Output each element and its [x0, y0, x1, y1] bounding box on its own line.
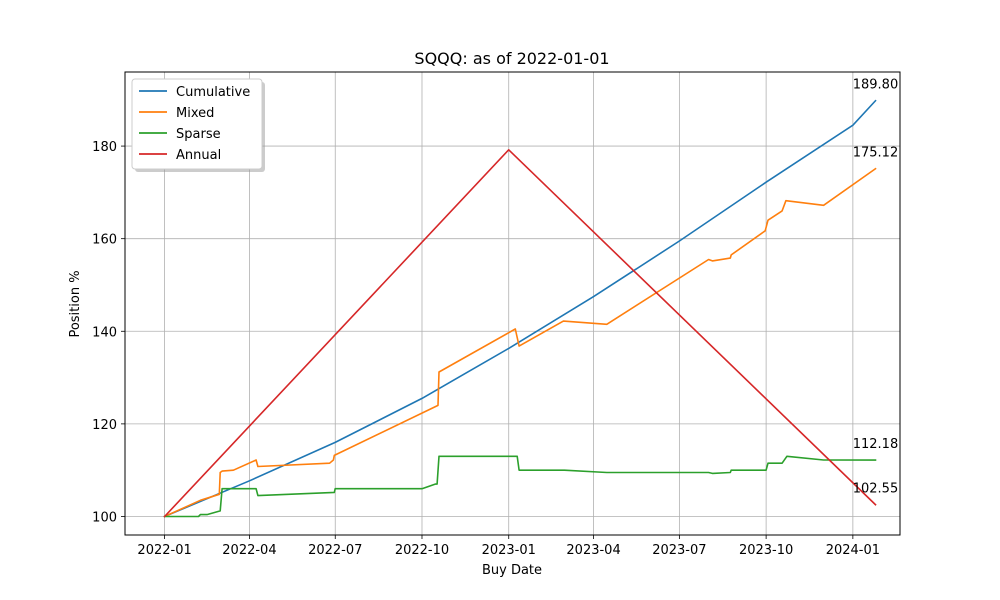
end-labels: 189.80 175.12 112.18 102.55: [853, 78, 899, 497]
end-label-sparse: 112.18: [853, 437, 899, 452]
x-axis-label: Buy Date: [482, 563, 542, 578]
y-axis-label: Position %: [68, 270, 83, 337]
x-tick-label: 2023-04: [566, 543, 620, 558]
series-line-cumulative: [163, 99, 877, 518]
x-tick-label: 2023-10: [739, 543, 793, 558]
x-tick-label: 2023-07: [652, 543, 706, 558]
end-label-mixed: 175.12: [853, 146, 899, 161]
series-line-mixed: [163, 167, 877, 518]
x-tick-label: 2022-07: [308, 543, 362, 558]
y-tick-label: 180: [92, 140, 117, 155]
series-line-annual: [163, 149, 877, 518]
series-line-sparse: [163, 455, 877, 518]
series-layer: [163, 99, 877, 518]
legend-box: [131, 78, 263, 170]
end-label-cumulative: 189.80: [853, 78, 899, 93]
x-tick-label: 2024-01: [826, 543, 880, 558]
legend-label-annual: Annual: [176, 148, 221, 163]
legend-label-cumulative: Cumulative: [176, 85, 250, 100]
chart-title: SQQQ: as of 2022-01-01: [414, 49, 609, 68]
legend-label-mixed: Mixed: [176, 106, 214, 121]
y-tick-label: 140: [92, 325, 117, 340]
legend: Cumulative Mixed Sparse Annual: [131, 78, 265, 172]
legend-label-sparse: Sparse: [176, 127, 221, 142]
y-tick-label: 120: [92, 418, 117, 433]
x-tick-label: 2023-01: [482, 543, 536, 558]
y-tick-label: 100: [92, 510, 117, 525]
y-axis: 100 120 140 160 180: [92, 140, 125, 525]
x-tick-label: 2022-01: [137, 543, 191, 558]
y-tick-label: 160: [92, 233, 117, 248]
plot-frame: [124, 71, 901, 536]
x-tick-label: 2022-10: [395, 543, 449, 558]
end-label-annual: 102.55: [853, 482, 899, 497]
x-tick-label: 2022-04: [222, 543, 276, 558]
x-axis: 2022-01 2022-04 2022-07 2022-10 2023-01 2023-…: [137, 535, 880, 558]
